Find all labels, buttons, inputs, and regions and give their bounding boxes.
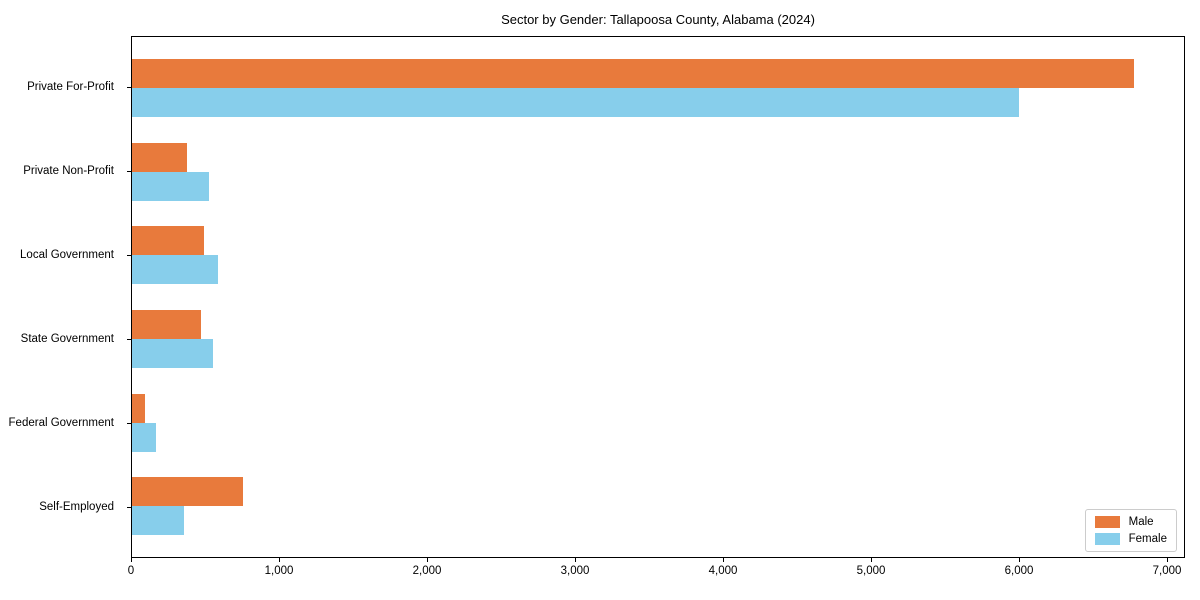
plot-area: Male Female bbox=[131, 36, 1185, 558]
bar-group-federal-government bbox=[132, 381, 1184, 465]
y-tick-mark bbox=[127, 507, 131, 508]
bar-female-local-government bbox=[132, 255, 218, 285]
bar-female-federal-government bbox=[132, 422, 156, 452]
bar-male-local-government bbox=[132, 226, 205, 256]
legend-label-male: Male bbox=[1128, 516, 1154, 528]
bar-male-state-government bbox=[132, 309, 201, 339]
legend-entry-female: Female bbox=[1094, 533, 1167, 545]
legend-swatch-female bbox=[1094, 533, 1120, 545]
bar-female-private-for-profit bbox=[132, 87, 1019, 117]
bar-female-self-employed bbox=[132, 506, 184, 536]
x-tick-mark bbox=[575, 558, 576, 562]
y-tick-label-private-for-profit: Private For-Profit bbox=[27, 81, 114, 93]
x-tick-label-0: 0 bbox=[127, 565, 135, 577]
x-tick-mark bbox=[871, 558, 872, 562]
x-tick-mark bbox=[131, 558, 132, 562]
y-tick-label-state-government: State Government bbox=[20, 333, 114, 345]
bar-group-state-government bbox=[132, 297, 1184, 381]
x-tick-label-3000: 3,000 bbox=[560, 565, 590, 577]
y-tick-mark bbox=[127, 255, 131, 256]
y-tick-label-local-government: Local Government bbox=[20, 249, 114, 261]
bar-female-private-non-profit bbox=[132, 171, 209, 201]
y-tick-label-self-employed: Self-Employed bbox=[39, 501, 114, 513]
bar-group-private-non-profit bbox=[132, 130, 1184, 214]
x-tick-label-5000: 5,000 bbox=[856, 565, 886, 577]
x-tick-label-6000: 6,000 bbox=[1004, 565, 1034, 577]
x-tick-label-4000: 4,000 bbox=[708, 565, 738, 577]
chart-title: Sector by Gender: Tallapoosa County, Ala… bbox=[501, 12, 815, 27]
y-tick-mark bbox=[127, 423, 131, 424]
legend-label-female: Female bbox=[1128, 533, 1167, 545]
bar-male-private-non-profit bbox=[132, 142, 187, 172]
bar-group-self-employed bbox=[132, 464, 1184, 548]
y-tick-mark bbox=[127, 171, 131, 172]
bar-group-private-for-profit bbox=[132, 46, 1184, 130]
legend-entry-male: Male bbox=[1094, 516, 1167, 528]
x-tick-mark bbox=[1167, 558, 1168, 562]
bar-male-private-for-profit bbox=[132, 58, 1134, 88]
y-tick-label-federal-government: Federal Government bbox=[8, 417, 114, 429]
bars-container bbox=[132, 37, 1184, 557]
y-axis-labels: Private For-Profit Private Non-Profit Loca… bbox=[0, 0, 131, 600]
legend-swatch-male bbox=[1094, 516, 1120, 528]
bar-female-state-government bbox=[132, 338, 214, 368]
bar-male-self-employed bbox=[132, 477, 243, 507]
x-tick-mark bbox=[1019, 558, 1020, 562]
y-tick-label-private-non-profit: Private Non-Profit bbox=[23, 165, 114, 177]
x-tick-label-1000: 1,000 bbox=[264, 565, 294, 577]
bar-male-federal-government bbox=[132, 393, 146, 423]
bar-group-local-government bbox=[132, 213, 1184, 297]
y-tick-mark bbox=[127, 339, 131, 340]
x-tick-mark bbox=[427, 558, 428, 562]
x-tick-mark bbox=[723, 558, 724, 562]
x-tick-mark bbox=[279, 558, 280, 562]
legend: Male Female bbox=[1084, 509, 1177, 552]
x-tick-label-7000: 7,000 bbox=[1152, 565, 1182, 577]
x-tick-label-2000: 2,000 bbox=[412, 565, 442, 577]
y-tick-mark bbox=[127, 87, 131, 88]
